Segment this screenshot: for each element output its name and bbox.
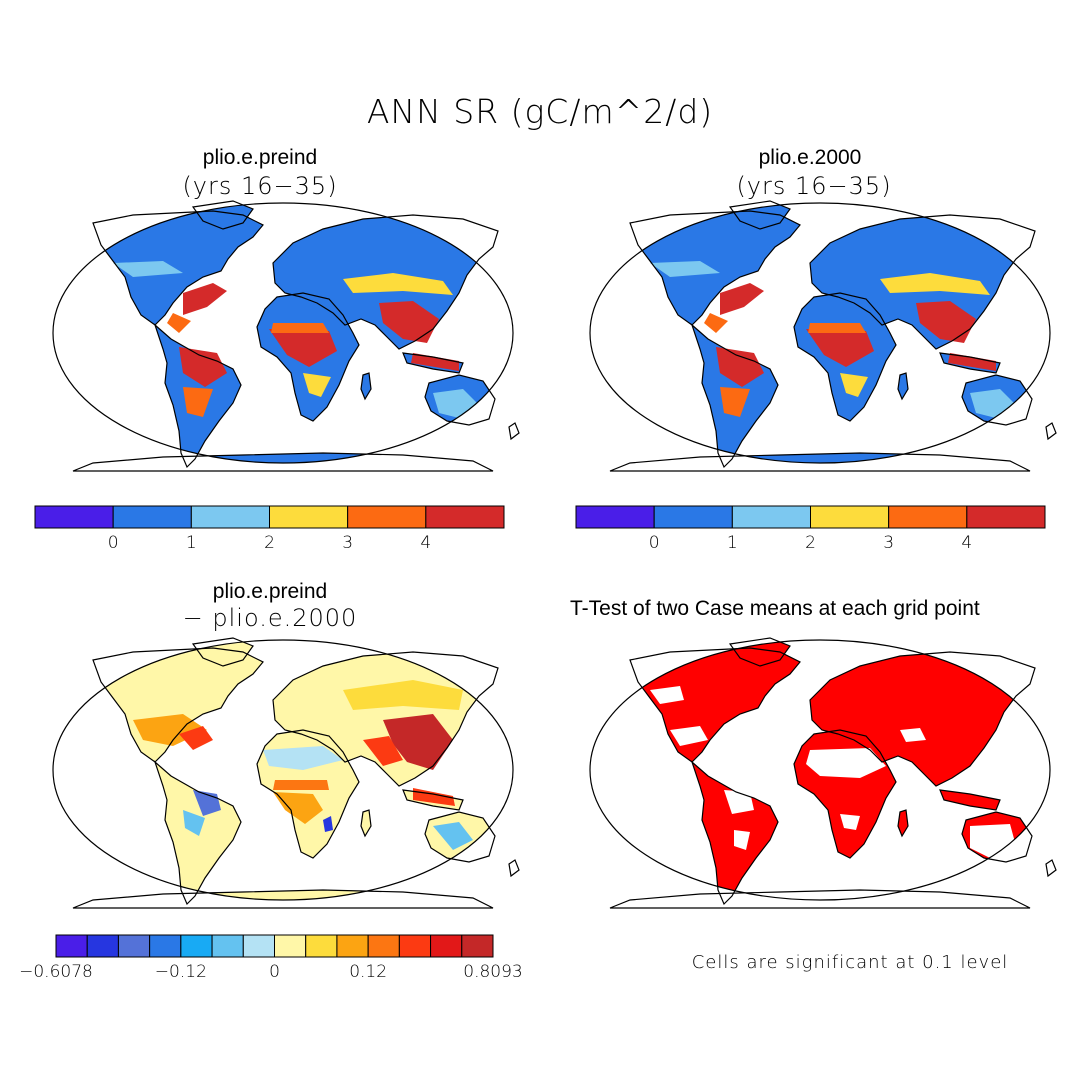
colorbar-tick-label: −0.12 — [155, 962, 207, 982]
colorbar-tick-label: 0 — [108, 533, 119, 553]
colorbar-tick-label: 2 — [805, 533, 816, 553]
colorbar-tick-label: 1 — [727, 533, 738, 553]
panel-title-bottom-right: T-Test of two Case means at each grid po… — [570, 597, 980, 620]
colorbar-tick-label: 2 — [264, 533, 275, 553]
map-top-right — [589, 200, 1057, 472]
colorbar-swatch — [211, 934, 244, 958]
colorbar-swatch — [112, 505, 192, 529]
panel-title-top-right: plio.e.2000 — [758, 146, 862, 169]
colorbar-swatch — [575, 505, 655, 529]
map-bottom-right — [589, 637, 1057, 909]
colorbar-swatch — [653, 505, 733, 529]
figure-title: ANN SR (gC/m^2/d) — [366, 92, 714, 131]
colorbar-swatch — [86, 934, 119, 958]
map-top-left — [52, 200, 520, 472]
colorbar-top-left: 0 1 2 3 4 — [34, 505, 505, 553]
panel-subtitle-top-left: (yrs 16−35) — [182, 172, 338, 200]
colorbar-bottom-left: −0.6078 −0.12 0 0.12 0.8093 — [19, 934, 523, 982]
colorbar-top-right: 0 1 2 3 4 — [575, 505, 1046, 553]
colorbar-tick-label: 0.8093 — [463, 962, 522, 982]
colorbar-swatch — [55, 934, 88, 958]
map-frame — [52, 639, 514, 901]
colorbar-swatch — [149, 934, 182, 958]
colorbar-swatch — [242, 934, 276, 958]
colorbar-tick-label: −0.6078 — [19, 962, 93, 982]
colorbar-tick-label: 4 — [961, 533, 972, 553]
map-frame — [589, 202, 1051, 464]
colorbar-swatch — [731, 505, 811, 529]
colorbar-swatch — [888, 505, 968, 529]
colorbar-swatch — [398, 934, 432, 958]
panel-title-top-left: plio.e.preind — [202, 146, 318, 169]
colorbar-swatch — [117, 934, 151, 958]
colorbar-tick-label: 4 — [420, 533, 431, 553]
difference-patches — [133, 680, 473, 850]
colorbar-tick-label: 0 — [649, 533, 660, 553]
colorbar-swatch — [274, 934, 307, 958]
colorbar-swatch — [430, 934, 463, 958]
colorbar-swatch — [190, 505, 270, 529]
warm-band-tropics — [650, 261, 1016, 419]
colorbar-swatch — [269, 505, 349, 529]
panel-title-bottom-left: plio.e.preind — [212, 580, 328, 603]
colorbar-tick-label: 0.12 — [349, 962, 387, 982]
colorbar-tick-label: 1 — [186, 533, 197, 553]
warm-band-tropics — [113, 261, 479, 419]
colorbar-swatch — [461, 934, 494, 958]
colorbar-swatch — [810, 505, 890, 529]
panel-subtitle-bottom-left: − plio.e.2000 — [182, 604, 358, 632]
colorbar-swatch — [966, 505, 1046, 529]
colorbar-swatch — [180, 934, 213, 958]
map-frame — [589, 639, 1051, 901]
map-bottom-left — [52, 637, 520, 909]
colorbar-tick-label: 0 — [269, 962, 280, 982]
colorbar-tick-label: 3 — [342, 533, 353, 553]
colorbar-tick-label: 3 — [883, 533, 894, 553]
colorbar-swatch — [347, 505, 427, 529]
colorbar-swatch — [336, 934, 369, 958]
colorbar-swatch — [367, 934, 400, 958]
panel-subtitle-top-right: (yrs 16−35) — [736, 172, 892, 200]
map-frame — [52, 202, 514, 464]
colorbar-swatch — [34, 505, 114, 529]
significance-note: Cells are significant at 0.1 level — [691, 952, 1009, 973]
colorbar-swatch — [305, 934, 338, 958]
colorbar-swatch — [425, 505, 505, 529]
